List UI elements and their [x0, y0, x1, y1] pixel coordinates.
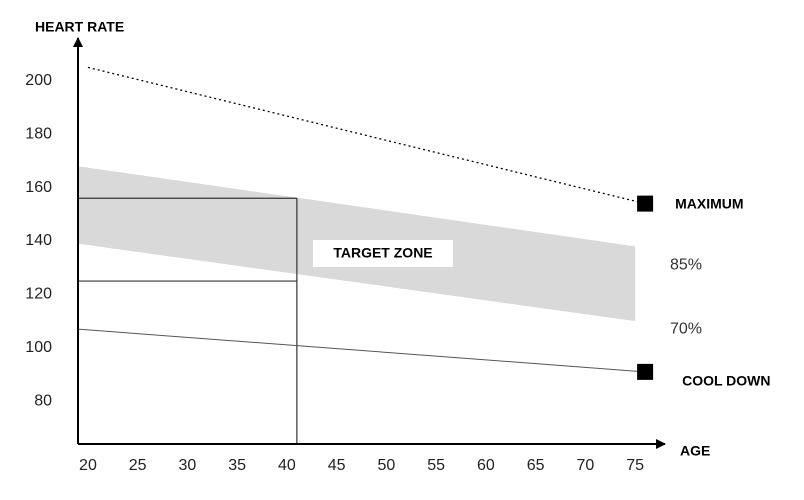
x-tick-label: 65	[527, 457, 545, 474]
y-tick-label: 120	[25, 286, 52, 303]
x-tick-label: 60	[477, 457, 495, 474]
x-tick-label: 75	[626, 457, 644, 474]
series-label: COOL DOWN	[682, 373, 770, 389]
end-marker	[637, 363, 654, 380]
y-tick-label: 180	[25, 125, 52, 142]
y-tick-label: 100	[25, 339, 52, 356]
band-upper-label: 85%	[670, 257, 702, 274]
x-tick-label: 55	[427, 457, 445, 474]
x-tick-label: 40	[278, 457, 296, 474]
band-label-box	[313, 240, 453, 267]
series-label: MAXIMUM	[675, 195, 743, 211]
x-tick-label: 20	[79, 457, 97, 474]
y-axis-title: HEART RATE	[35, 19, 124, 35]
band-label: TARGET ZONE	[333, 245, 432, 261]
x-tick-label: 35	[228, 457, 246, 474]
end-marker	[637, 195, 654, 212]
y-tick-label: 200	[25, 72, 52, 89]
x-tick-label: 45	[328, 457, 346, 474]
series-line	[77, 328, 646, 373]
series-line	[87, 66, 646, 205]
x-tick-label: 25	[129, 457, 147, 474]
y-tick-label: 140	[25, 232, 52, 249]
x-tick-label: 70	[577, 457, 595, 474]
x-axis-title: AGE	[680, 443, 710, 459]
band-lower-label: 70%	[670, 320, 702, 337]
x-tick-label: 30	[179, 457, 197, 474]
x-tick-label: 50	[378, 457, 396, 474]
y-tick-label: 160	[25, 179, 52, 196]
y-tick-label: 80	[34, 392, 52, 409]
